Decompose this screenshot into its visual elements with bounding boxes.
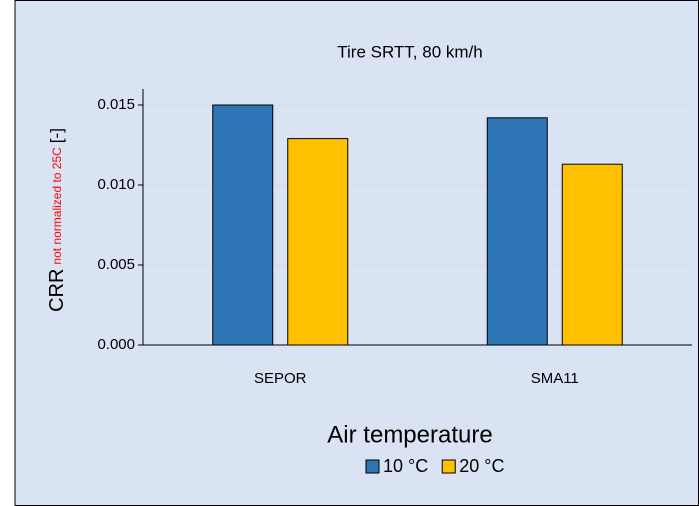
bar: [486, 117, 548, 346]
y-axis-label: CRR not normalized to 25C [-]: [46, 128, 68, 312]
legend-label: 20 °C: [459, 456, 504, 476]
y-label-main: CRR: [46, 269, 68, 312]
y-label-note: not normalized to 25C: [50, 147, 64, 265]
x-tick-label: SEPOR: [254, 370, 307, 387]
bar: [561, 163, 623, 346]
bar: [287, 138, 349, 346]
y-tick-label: 0.005: [97, 256, 135, 273]
legend-swatch: [441, 459, 456, 474]
x-axis-label: Air temperature: [327, 421, 492, 448]
y-tick-label: 0.010: [97, 176, 135, 193]
bar: [212, 104, 274, 346]
y-tick-label: 0.000: [97, 336, 135, 353]
legend-swatch: [365, 459, 380, 474]
legend-label: 10 °C: [383, 456, 428, 476]
y-tick-label: 0.015: [97, 96, 135, 113]
chart-title: Tire SRTT, 80 km/h: [337, 42, 482, 61]
y-label-unit: [-]: [47, 128, 66, 143]
x-tick-label: SMA11: [531, 370, 579, 387]
